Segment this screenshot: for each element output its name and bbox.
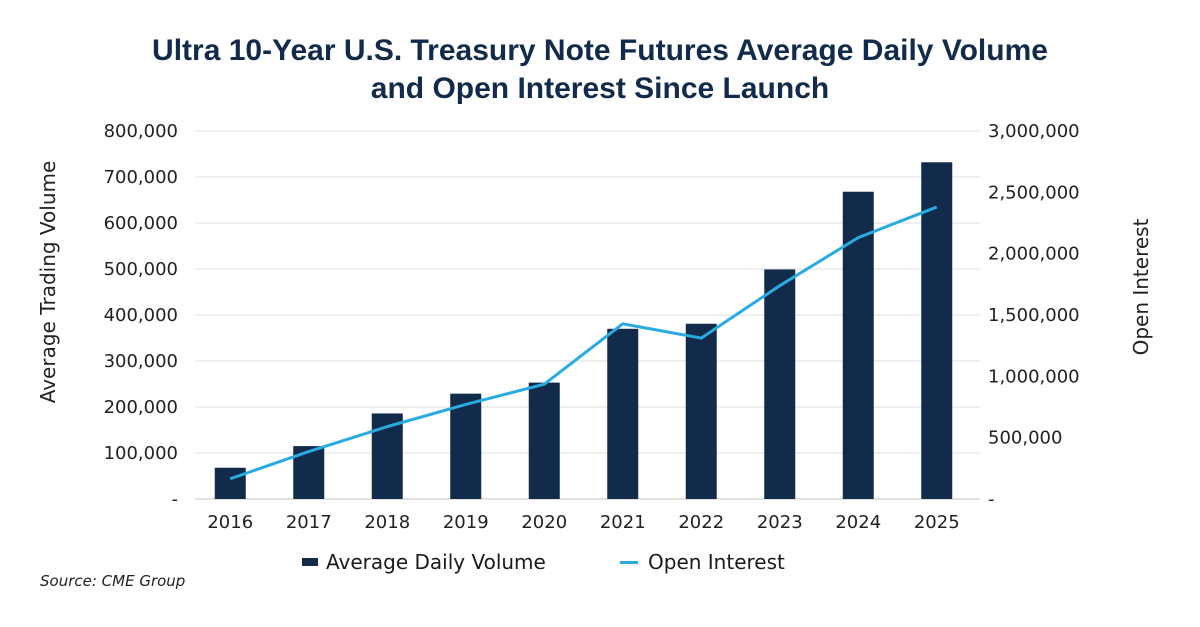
bar-2016 — [214, 467, 246, 499]
x-tick-label: 2019 — [443, 512, 489, 533]
legend-label: Average Daily Volume — [326, 550, 546, 574]
bar-2023 — [764, 269, 796, 499]
source-note: Source: CME Group — [40, 572, 186, 590]
bar-swatch-icon — [302, 558, 318, 566]
y2-tick-label: 2,500,000 — [988, 182, 1080, 203]
bar-2022 — [685, 323, 717, 499]
y2-tick-label: - — [988, 489, 995, 510]
x-tick-label: 2021 — [600, 512, 646, 533]
y2-tick-label: 2,000,000 — [988, 244, 1080, 265]
x-tick-label: 2022 — [678, 512, 724, 533]
y2-tick-label: 1,000,000 — [988, 366, 1080, 387]
y-tick-label: - — [172, 489, 179, 510]
x-tick-label: 2017 — [286, 512, 332, 533]
legend-item-open-interest: Open Interest — [620, 550, 785, 574]
y2-tick-label: 1,500,000 — [988, 305, 1080, 326]
bar-2021 — [607, 328, 639, 499]
bar-2025 — [921, 162, 953, 499]
y-tick-label: 500,000 — [104, 259, 178, 280]
y-tick-label: 700,000 — [104, 167, 178, 188]
y2-tick-label: 3,000,000 — [988, 121, 1080, 142]
y-tick-label: 200,000 — [104, 397, 178, 418]
y2-axis-label: Open Interest — [1129, 218, 1153, 355]
x-tick-label: 2020 — [521, 512, 567, 533]
bar-2020 — [528, 382, 560, 499]
title-line-1: Ultra 10-Year U.S. Treasury Note Futures… — [152, 34, 1048, 67]
x-tick-label: 2024 — [835, 512, 881, 533]
open-interest-line — [229, 205, 938, 481]
chart-title: Ultra 10-Year U.S. Treasury Note Futures… — [0, 32, 1200, 108]
y-tick-label: 100,000 — [104, 443, 178, 464]
x-tick-label: 2016 — [207, 512, 253, 533]
x-tick-label: 2023 — [757, 512, 803, 533]
legend-label: Open Interest — [648, 550, 785, 574]
x-tick-label: 2025 — [914, 512, 960, 533]
line-swatch-icon — [620, 560, 638, 564]
y2-tick-label: 500,000 — [988, 428, 1062, 449]
title-line-2: and Open Interest Since Launch — [370, 72, 830, 105]
y-tick-label: 300,000 — [104, 351, 178, 372]
x-tick-label: 2018 — [364, 512, 410, 533]
y-tick-label: 600,000 — [104, 213, 178, 234]
legend-item-volume: Average Daily Volume — [302, 550, 546, 574]
y-tick-label: 800,000 — [104, 121, 178, 142]
y-tick-label: 400,000 — [104, 305, 178, 326]
bar-2019 — [450, 393, 482, 499]
y-axis-label: Average Trading Volume — [36, 161, 60, 404]
